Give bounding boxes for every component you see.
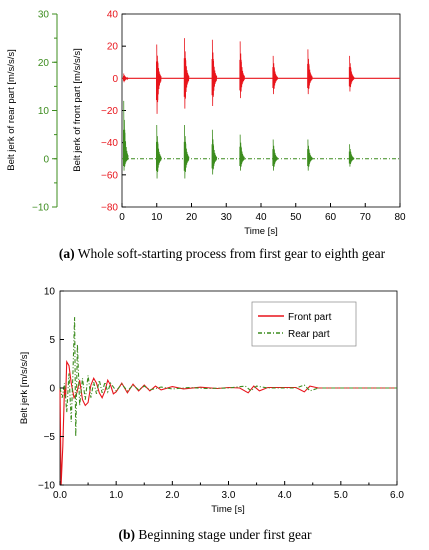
panel-a-right-tick-label: 0 — [112, 74, 118, 85]
panel-a-caption-text: Whole soft-starting process from first g… — [78, 246, 386, 261]
panel-a-left-ylabel: Belt jerk of rear part [m/s/s/s] — [6, 49, 17, 170]
panel-b-y-tick-label: −5 — [44, 432, 56, 443]
panel-a-right-ylabel: Belt jerk of front part [m/s/s/s] — [72, 48, 83, 172]
panel-a-right-tick-label: 40 — [107, 10, 119, 21]
panel-a-left-tick-label: 10 — [38, 106, 50, 117]
panel-b-legend: Front part Rear part — [251, 301, 357, 347]
panel-a-caption-label: (a) — [59, 246, 75, 261]
panel-a-left-tick-label: −10 — [32, 203, 49, 214]
panel-a-x-tick-label: 10 — [151, 212, 163, 223]
panel-a-right-tick-label: 20 — [107, 42, 119, 53]
panel-a-right-axis: Belt jerk of front part [m/s/s/s] 40 20 0 −… — [72, 10, 126, 214]
panel-b-x-tick-label: 6.0 — [390, 490, 404, 501]
panel-a-x-tick-label: 60 — [325, 212, 337, 223]
panel-a-right-tick-label: −80 — [101, 203, 118, 214]
panel-b-caption: (b) Beginning stage under first gear — [118, 527, 312, 542]
panel-a-x-tick-label: 20 — [186, 212, 198, 223]
series-rear-part — [122, 100, 400, 179]
panel-b-caption-text: Beginning stage under first gear — [138, 527, 312, 542]
panel-a-right-tick-label: −40 — [101, 138, 118, 149]
series-front-part — [122, 38, 400, 114]
panel-b-x-tick-label: 1.0 — [109, 490, 123, 501]
panel-b-x-tick-label: 4.0 — [278, 490, 292, 501]
panel-b-caption-label: (b) — [118, 527, 135, 542]
panel-a-x-tick-label: 50 — [290, 212, 302, 223]
panel-a-x-tick-label: 70 — [360, 212, 372, 223]
panel-a-x-tick-label: 30 — [221, 212, 233, 223]
series-front-part — [59, 359, 397, 486]
panel-b-x-tick-label: 0.0 — [53, 490, 67, 501]
panel-b-ylabel: Belt jerk [m/s/s/s] — [19, 352, 30, 424]
legend-box — [251, 301, 357, 347]
panel-b-y-tick-label: −10 — [38, 481, 55, 492]
panel-a-x-tick-label: 0 — [119, 212, 125, 223]
legend-rear-label: Rear part — [288, 329, 330, 340]
panel-a-xlabel: Time [s] — [244, 226, 277, 237]
panel-b-y-tick-label: 0 — [49, 384, 55, 395]
panel-b-y-tick-label: 10 — [44, 287, 56, 298]
panel-a-x-tick-label: 40 — [255, 212, 267, 223]
panel-b-x-tick-label: 3.0 — [222, 490, 236, 501]
panel-a-left-tick-label: 20 — [38, 58, 50, 69]
panel-b-x-tick-label: 5.0 — [334, 490, 348, 501]
panel-a-right-tick-label: −60 — [101, 170, 118, 181]
panel-b-xlabel: Time [s] — [211, 504, 244, 515]
panel-a-caption: (a) Whole soft-starting process from fir… — [59, 246, 386, 261]
panel-a-left-tick-label: 0 — [43, 154, 49, 165]
panel-b: 10 5 0 −5 −10 0.0 1.0 2.0 3.0 4.0 5.0 6.0 Belt jer… — [19, 287, 404, 543]
panel-a-left-tick-label: 30 — [38, 10, 50, 21]
panel-a-x-tick-label: 80 — [394, 212, 406, 223]
panel-b-y-tick-label: 5 — [49, 335, 55, 346]
panel-b-x-tick-label: 2.0 — [165, 490, 179, 501]
legend-front-label: Front part — [288, 312, 332, 323]
panel-a-plot-frame — [121, 13, 401, 208]
panel-a: 30 20 10 0 −10 Belt jerk of rear part [m/s/s… — [6, 10, 406, 262]
panel-a-right-tick-label: −20 — [101, 106, 118, 117]
panel-a-left-axis: 30 20 10 0 −10 Belt jerk of rear part [m/s/s… — [6, 10, 58, 214]
series-rear-part — [59, 317, 397, 437]
